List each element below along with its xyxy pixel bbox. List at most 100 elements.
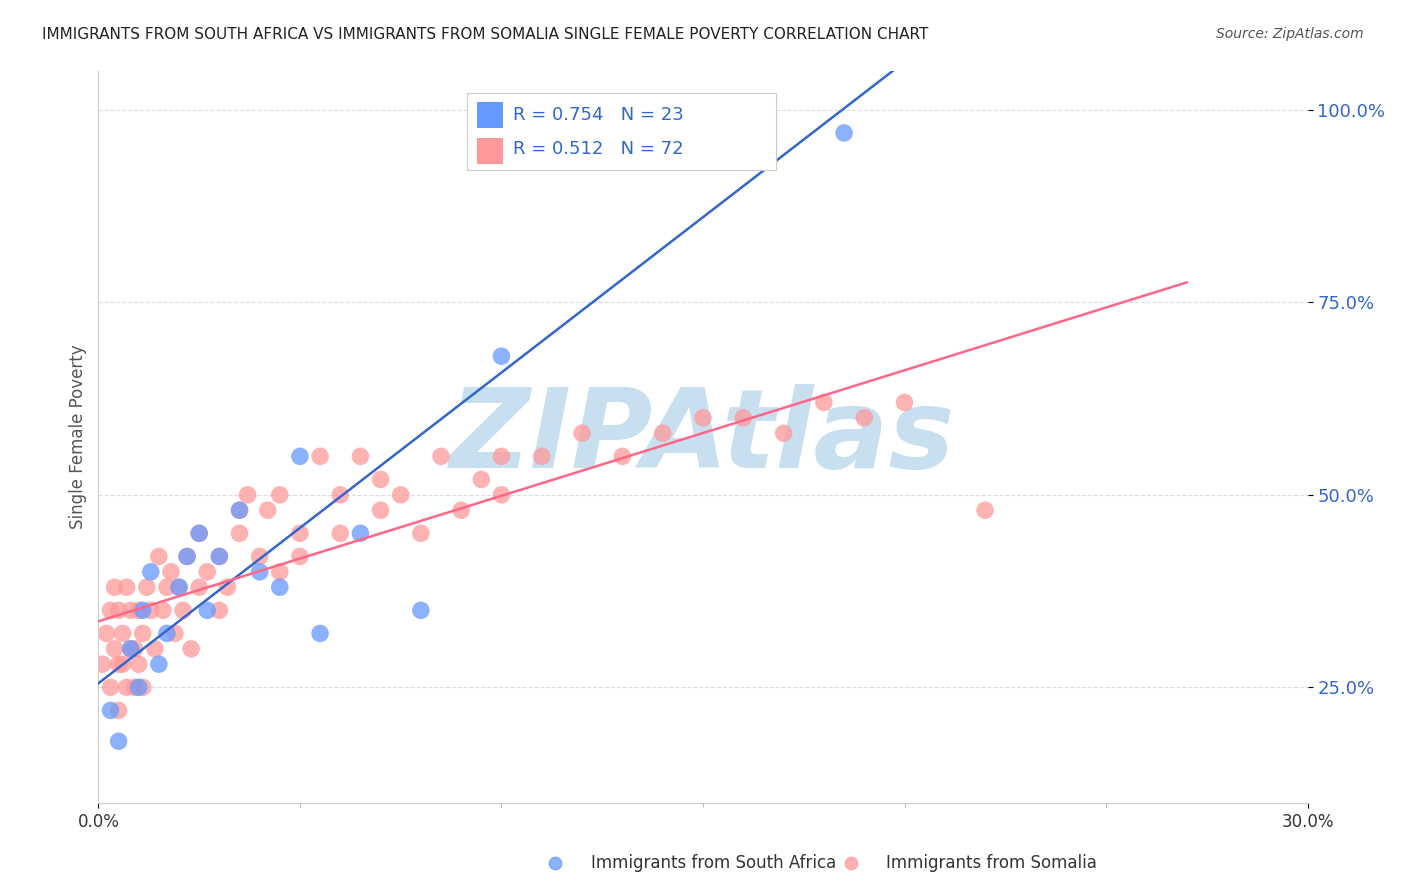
Point [733, 410, 755, 425]
Point [269, 488, 291, 502]
Point [772, 426, 794, 441]
Point [349, 450, 371, 464]
Point [128, 603, 150, 617]
Point [839, 856, 862, 871]
Point [111, 657, 134, 672]
Point [180, 641, 202, 656]
Point [100, 603, 122, 617]
Point [167, 580, 190, 594]
Point [853, 410, 876, 425]
Point [832, 126, 855, 140]
Text: R = 0.512   N = 72: R = 0.512 N = 72 [513, 140, 683, 158]
Point [491, 450, 513, 464]
Point [813, 395, 835, 409]
Point [139, 603, 162, 617]
Point [139, 565, 162, 579]
Point [167, 580, 190, 594]
Point [135, 580, 157, 594]
Point [156, 580, 179, 594]
Point [188, 526, 211, 541]
Point [228, 526, 250, 541]
Point [115, 580, 138, 594]
Point [893, 395, 915, 409]
Point [236, 488, 259, 502]
Point [269, 580, 291, 594]
Point [107, 603, 129, 617]
Text: Immigrants from South Africa: Immigrants from South Africa [591, 855, 835, 872]
Point [195, 603, 218, 617]
Point [152, 603, 174, 617]
Point [188, 526, 211, 541]
Point [974, 503, 997, 517]
Point [370, 503, 392, 517]
Point [132, 626, 155, 640]
Point [249, 549, 271, 564]
Point [160, 565, 183, 579]
Point [100, 703, 122, 717]
Point [120, 603, 142, 617]
Point [120, 641, 142, 656]
Point [111, 626, 134, 640]
Point [120, 641, 142, 656]
Text: ZIPAtlas: ZIPAtlas [450, 384, 956, 491]
Point [176, 549, 198, 564]
Point [651, 426, 673, 441]
Point [107, 703, 129, 717]
Point [128, 681, 150, 695]
Y-axis label: Single Female Poverty: Single Female Poverty [69, 345, 87, 529]
Point [450, 503, 472, 517]
Point [124, 641, 146, 656]
Point [91, 657, 114, 672]
Point [132, 603, 155, 617]
Point [228, 503, 250, 517]
Point [470, 472, 492, 486]
Point [124, 681, 146, 695]
Point [288, 526, 311, 541]
FancyBboxPatch shape [477, 137, 503, 164]
Point [370, 472, 392, 486]
Point [256, 503, 278, 517]
Point [188, 580, 211, 594]
Point [571, 426, 593, 441]
Point [107, 734, 129, 748]
Point [329, 488, 352, 502]
Point [692, 410, 714, 425]
Point [612, 450, 634, 464]
Point [249, 565, 271, 579]
Point [96, 626, 118, 640]
Point [208, 549, 231, 564]
Point [288, 450, 311, 464]
Point [491, 349, 513, 363]
Point [148, 549, 170, 564]
Point [103, 641, 125, 656]
Point [132, 681, 155, 695]
Point [103, 580, 125, 594]
Point [115, 681, 138, 695]
Point [195, 565, 218, 579]
Point [430, 450, 453, 464]
Point [409, 526, 432, 541]
Point [176, 549, 198, 564]
Point [409, 603, 432, 617]
Text: Immigrants from Somalia: Immigrants from Somalia [886, 855, 1097, 872]
Point [530, 450, 553, 464]
Point [349, 526, 371, 541]
Point [107, 657, 129, 672]
Point [156, 626, 179, 640]
Point [309, 626, 332, 640]
Point [269, 565, 291, 579]
Text: IMMIGRANTS FROM SOUTH AFRICA VS IMMIGRANTS FROM SOMALIA SINGLE FEMALE POVERTY CO: IMMIGRANTS FROM SOUTH AFRICA VS IMMIGRAN… [42, 27, 928, 42]
Point [288, 549, 311, 564]
Point [172, 603, 194, 617]
Point [143, 641, 166, 656]
Point [217, 580, 239, 594]
Point [148, 657, 170, 672]
Text: R = 0.754   N = 23: R = 0.754 N = 23 [513, 106, 683, 124]
Point [128, 657, 150, 672]
Point [612, 126, 634, 140]
Point [389, 488, 412, 502]
Point [163, 626, 186, 640]
Point [329, 526, 352, 541]
Point [309, 450, 332, 464]
Point [208, 549, 231, 564]
